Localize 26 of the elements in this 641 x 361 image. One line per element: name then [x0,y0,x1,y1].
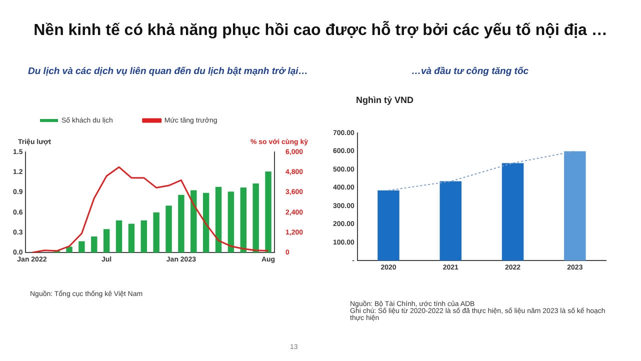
bar [116,220,122,253]
y-axis-title: Nghìn tỷ VND [356,95,414,105]
bar [190,190,197,253]
chart-subtitle: Du lịch và các dịch vụ liên quan đến du lịch bật mạnh trở lại… [27,66,309,77]
bar [153,212,160,253]
bar [202,192,210,253]
bar [178,194,184,253]
text: Nền kinh tế có khả năng phục hồi cao được hỗ trợ bởi các yếu tố nội địa … [32,22,608,40]
bar [265,171,272,253]
bar [78,241,85,253]
chart-subtitle: …và đầu tư công tăng tốc [410,66,530,77]
bar [215,186,222,253]
bar [252,184,259,253]
bar [440,181,462,261]
bar [128,224,135,253]
bar [564,151,586,261]
bar [91,236,98,253]
bar [103,229,110,253]
bar [140,220,147,253]
bar [166,206,172,253]
bar [228,192,234,253]
bar [66,246,72,253]
bar [240,188,246,253]
line-series [388,150,576,191]
bar [378,190,400,261]
bar [502,163,524,261]
